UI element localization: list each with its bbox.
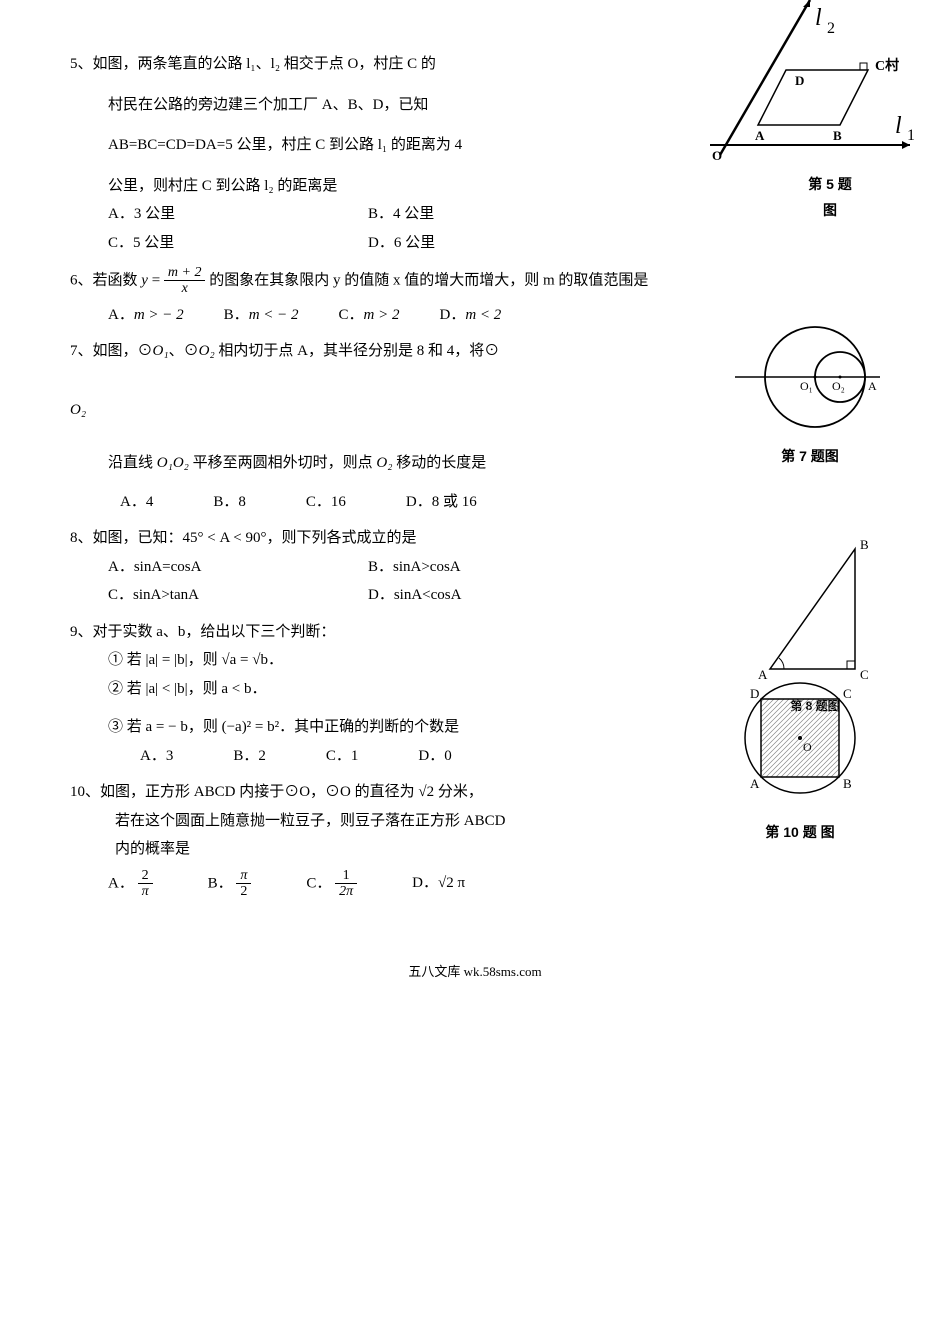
fig5-D: D (795, 73, 804, 88)
q7-line1: 7、如图，⊙O₁、⊙O₂ 相内切于点 A，其半径分别是 8 和 4，将⊙ (70, 337, 590, 366)
q8-optD: D．sinA<cosA (368, 581, 628, 610)
fig5-l2-sub: 2 (827, 20, 835, 37)
q9-optA: A．3 (140, 742, 173, 771)
question-10: O A B C D 第 10 题 图 10、如图，正方形 ABCD 内接于⊙O，… (70, 778, 880, 899)
q5-optD: D．6 公里 (368, 229, 628, 258)
q10-optB: B． π2 (208, 868, 252, 900)
q7-optC: C．16 (306, 488, 346, 517)
q9-s1: ① 若 |a| = |b|，则 √a = √b． (108, 646, 880, 675)
q7-O2-line: O₂ (70, 396, 590, 425)
q5-optC: C．5 公里 (108, 229, 368, 258)
question-7: O₁ O₂ A 第 7 题图 7、如图，⊙O₁、⊙O₂ 相内切于点 A，其半径分… (70, 337, 880, 516)
fig5-l1-sub: 1 (907, 127, 915, 144)
fig5-C: C村 (875, 57, 899, 74)
q7-optA: A．4 (120, 488, 153, 517)
figure-7-caption: 第 7 题图 (730, 443, 890, 470)
q5-line1: 5、如图，两条笔直的公路 l₁、l₂ 相交于点 O，村庄 C 的 (70, 50, 560, 79)
q10-line1: 10、如图，正方形 ABCD 内接于⊙O，⊙O 的直径为 √2 分米， (70, 778, 590, 807)
q7-options: A．4 B．8 C．16 D．8 或 16 (120, 488, 880, 517)
fig5-A: A (755, 128, 765, 143)
figure-7-svg: O₁ O₂ A (730, 322, 890, 432)
fig7-O2: O₂ (832, 379, 845, 393)
q10-optD: D．√2 π (412, 869, 465, 898)
q6-frac: m + 2 x (164, 265, 206, 297)
figure-7: O₁ O₂ A 第 7 题图 (730, 322, 890, 469)
question-8: A B C 第 8 题图 8、如图，已知：45° < A < 90°，则下列各式… (70, 524, 880, 610)
q10-optA: A． 2π (108, 868, 153, 900)
fig10-C: C (843, 686, 852, 701)
q5-optB: B．4 公里 (368, 200, 628, 229)
q5-line3: AB=BC=CD=DA=5 公里，村庄 C 到公路 l₁ 的距离为 4 (108, 131, 560, 160)
fig5-O: O (712, 148, 722, 163)
fig8-B: B (860, 537, 869, 552)
q6-text: 6、若函数 y = m + 2 x 的图象在其象限内 y 的值随 x 值的增大而… (70, 265, 880, 297)
figure-10-svg: O A B C D (730, 673, 870, 808)
fig10-O: O (803, 740, 812, 754)
q10-options: A． 2π B． π2 C． 12π D．√2 π (108, 868, 880, 900)
q10-line3: 内的概率是 (115, 835, 590, 864)
q6-optC: C．m > 2 (339, 301, 400, 330)
question-5: A B C村 D O l 2 l 1 第 5 题 图 5、如图，两条笔直的公路 … (70, 50, 880, 257)
q8-optA: A．sinA=cosA (108, 553, 368, 582)
q5-line4: 公里，则村庄 C 到公路 l₂ 的距离是 (108, 172, 560, 201)
q9-optD: D．0 (418, 742, 451, 771)
q6-optB: B．m < − 2 (224, 301, 299, 330)
q7-optB: B．8 (213, 488, 246, 517)
fig7-O1: O₁ (800, 379, 813, 393)
q8-optB: B．sinA>cosA (368, 553, 628, 582)
q9-optC: C．1 (326, 742, 359, 771)
q10-optC: C． 12π (306, 868, 357, 900)
fig5-B: B (833, 128, 842, 143)
fig5-l1: l (895, 113, 902, 139)
fig10-A: A (750, 776, 760, 791)
q5-line2: 村民在公路的旁边建三个加工厂 A、B、D，已知 (108, 91, 560, 120)
q10-line2: 若在这个圆面上随意抛一粒豆子，则豆子落在正方形 ABCD (115, 807, 590, 836)
figure-5: A B C村 D O l 2 l 1 第 5 题 图 (700, 0, 920, 224)
q6-y: y (141, 272, 148, 288)
figure-5-caption-2: 图 (740, 197, 920, 224)
q7-line2: 沿直线 O₁O₂ 平移至两圆相外切时，则点 O₂ 移动的长度是 (108, 449, 590, 478)
fig10-B: B (843, 776, 852, 791)
fig7-A: A (868, 379, 877, 393)
fig10-D: D (750, 686, 759, 701)
page-footer: 五八文库 wk.58sms.com (70, 960, 880, 985)
q6-optD: D．m < 2 (440, 301, 502, 330)
fig5-l2: l (815, 5, 822, 31)
figure-10-caption: 第 10 题 图 (730, 819, 870, 846)
q9-text: 9、对于实数 a、b，给出以下三个判断： (70, 618, 880, 647)
q7-optD: D．8 或 16 (406, 488, 477, 517)
q6-optA: A．m > − 2 (108, 301, 184, 330)
q8-optC: C．sinA>tanA (108, 581, 368, 610)
figure-5-svg: A B C村 D O l 2 l 1 (700, 0, 920, 175)
figure-10: O A B C D 第 10 题 图 (730, 673, 870, 845)
question-6: 6、若函数 y = m + 2 x 的图象在其象限内 y 的值随 x 值的增大而… (70, 265, 880, 329)
q9-optB: B．2 (233, 742, 266, 771)
q5-optA: A．3 公里 (108, 200, 368, 229)
